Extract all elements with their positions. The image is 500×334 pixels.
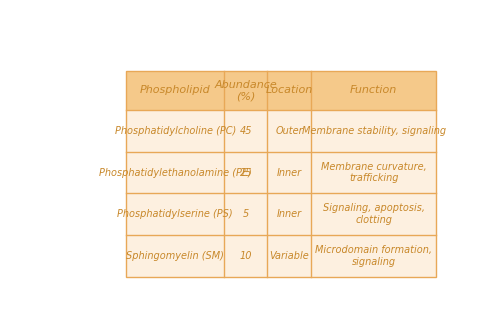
- Text: Membrane curvature,
trafficking: Membrane curvature, trafficking: [321, 162, 426, 183]
- Bar: [126, 235, 436, 277]
- Text: Membrane stability, signaling: Membrane stability, signaling: [302, 126, 446, 136]
- Bar: [126, 110, 436, 152]
- Text: 10: 10: [240, 251, 252, 261]
- Text: Function: Function: [350, 86, 398, 96]
- Text: Inner: Inner: [276, 209, 302, 219]
- Text: Phospholipid: Phospholipid: [140, 86, 210, 96]
- Text: Phosphatidylcholine (PC): Phosphatidylcholine (PC): [114, 126, 236, 136]
- Text: Outer: Outer: [276, 126, 303, 136]
- Bar: [126, 193, 436, 235]
- Bar: [126, 152, 436, 193]
- Text: Location: Location: [266, 86, 313, 96]
- Text: Abundance
(%): Abundance (%): [214, 80, 277, 101]
- Bar: [126, 71, 436, 277]
- Text: Signaling, apoptosis,
clotting: Signaling, apoptosis, clotting: [322, 203, 424, 225]
- Text: 5: 5: [242, 209, 249, 219]
- Text: Variable: Variable: [270, 251, 309, 261]
- Text: Sphingomyelin (SM): Sphingomyelin (SM): [126, 251, 224, 261]
- Text: Microdomain formation,
signaling: Microdomain formation, signaling: [315, 245, 432, 267]
- Text: 25: 25: [240, 168, 252, 178]
- Text: Phosphatidylserine (PS): Phosphatidylserine (PS): [118, 209, 233, 219]
- Text: Inner: Inner: [276, 168, 302, 178]
- Text: 45: 45: [240, 126, 252, 136]
- Bar: [126, 71, 436, 110]
- Text: Phosphatidylethanolamine (PE): Phosphatidylethanolamine (PE): [99, 168, 252, 178]
